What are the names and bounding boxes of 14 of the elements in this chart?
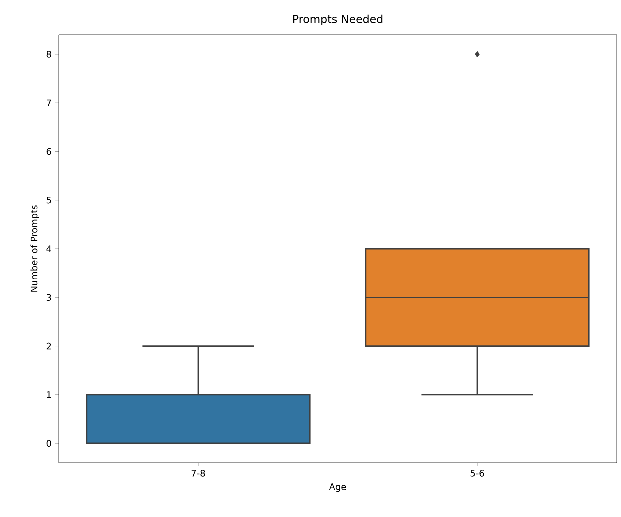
y-tick-label: 2 xyxy=(46,342,52,350)
x-axis-title: Age xyxy=(329,484,346,492)
y-tick-label: 1 xyxy=(47,392,52,398)
y-tick-label: 5 xyxy=(46,197,52,204)
y-tick-label: 3 xyxy=(46,294,52,302)
y-axis-title: Number of Prompts xyxy=(30,206,40,292)
y-tick-label: 8 xyxy=(46,51,52,58)
x-tick-label: 5-6 xyxy=(470,470,484,477)
y-tick-label: 0 xyxy=(46,440,52,447)
x-tick-label: 7-8 xyxy=(192,470,206,477)
y-tick-label: 4 xyxy=(46,246,52,252)
y-tick-label: 6 xyxy=(46,148,52,156)
y-tick-label: 7 xyxy=(46,100,52,106)
chart-title: Prompts Needed xyxy=(293,14,383,26)
